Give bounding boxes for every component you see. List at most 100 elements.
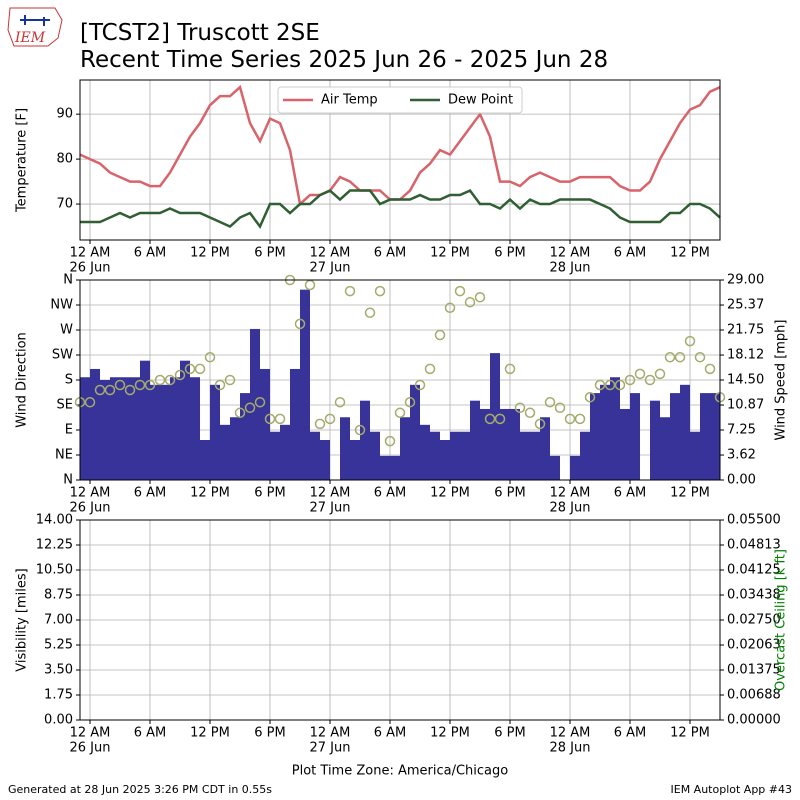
x-tick-label: 12 PM [670,246,710,261]
direction-point [454,285,466,297]
bar [350,440,360,480]
bar [190,377,200,480]
x-tick-label: 6 AM [374,486,407,501]
y2-tick-label: 14.50 [727,373,764,388]
bar [150,384,160,480]
x-tick-label: 12 AM [310,486,351,501]
bar [130,377,140,480]
y2-tick-label: 7.25 [727,423,756,438]
y2-tick-label: 0.02750 [727,613,781,628]
x-tick-label: 12 AM [70,246,111,261]
x-tick-date: 28 Jun [550,261,591,276]
legend-label: Dew Point [448,93,513,108]
legend-box [277,86,523,114]
bar [600,384,610,480]
bar [120,377,130,480]
x-tick-date: 26 Jun [70,501,111,516]
bar [230,417,240,480]
y-tick-label: S [65,373,73,388]
bar [460,431,470,480]
plot-frame [79,519,721,721]
x-tick-label: 6 PM [254,486,285,501]
x-tick-label: 12 PM [190,726,230,741]
x-tick-label: 12 AM [310,246,351,261]
y2-tick-label: 0.04813 [727,538,781,553]
direction-point [584,391,596,403]
direction-point [174,369,186,381]
bar [490,353,500,480]
x-tick-label: 6 AM [134,486,167,501]
direction-point [604,379,616,391]
bar [110,377,120,480]
x-tick-label: 6 PM [494,486,525,501]
y-tick-label: 10.50 [36,563,73,578]
direction-point [554,402,566,414]
y-axis-label: Visibility [miles] [15,568,30,671]
bar [500,408,510,480]
direction-point [374,285,386,297]
x-tick-date: 27 Jun [310,261,351,276]
bar [570,455,580,480]
legend-label: Air Temp [321,93,378,108]
bar [480,408,490,480]
direction-point [384,435,396,447]
x-tick-label: 12 AM [70,726,111,741]
y-tick-label: 80 [56,152,73,167]
direction-point [244,402,256,414]
bar [470,400,480,480]
plot-frame [79,279,721,481]
logo-text: IEM [14,30,46,46]
bar [590,393,600,480]
y2-tick-label: 3.62 [727,448,756,463]
y-tick-label: 7.00 [44,613,73,628]
bar [340,417,350,480]
x-tick-label: 12 PM [430,726,470,741]
y-tick-label: W [60,323,73,338]
x-tick-label: 12 PM [190,486,230,501]
subtitle: Recent Time Series 2025 Jun 26 - 2025 Ju… [80,47,608,73]
direction-point [314,418,326,430]
y-axis-label: Temperature [F] [15,108,30,213]
bar [80,377,90,480]
bar [220,424,230,480]
bar [360,400,370,480]
direction-point [644,374,656,386]
y-tick-label: 5.25 [44,638,73,653]
title: [TCST2] Truscott 2SE [80,20,320,46]
direction-point [204,351,216,363]
x-tick-date: 27 Jun [310,741,351,756]
bar [540,417,550,480]
x-tick-label: 12 AM [550,726,591,741]
bar [300,289,310,480]
bar [700,393,710,480]
bar [710,393,720,480]
x-tick-date: 26 Jun [70,741,111,756]
x-tick-label: 12 PM [430,246,470,261]
bar [370,431,380,480]
direction-point [114,379,126,391]
direction-point [514,402,526,414]
bar [390,455,400,480]
direction-point [534,418,546,430]
bar [680,384,690,480]
x-tick-label: 6 AM [614,246,647,261]
direction-point [294,318,306,330]
bar [240,393,250,480]
bar [550,455,560,480]
direction-point [134,379,146,391]
x-tick-date: 28 Jun [550,501,591,516]
logo: IEM [7,7,63,47]
bar [520,431,530,480]
x-tick-label: 12 AM [550,246,591,261]
direction-point [404,396,416,408]
y2-axis-label: Wind Speed [mph] [774,320,789,441]
y2-tick-label: 21.75 [727,323,764,338]
direction-point [594,379,606,391]
bar [210,384,220,480]
direction-point [574,413,586,425]
direction-point [444,302,456,314]
plot-frame [79,79,721,241]
direction-point [684,335,696,347]
direction-point [614,379,626,391]
y2-tick-label: 10.87 [727,398,764,413]
